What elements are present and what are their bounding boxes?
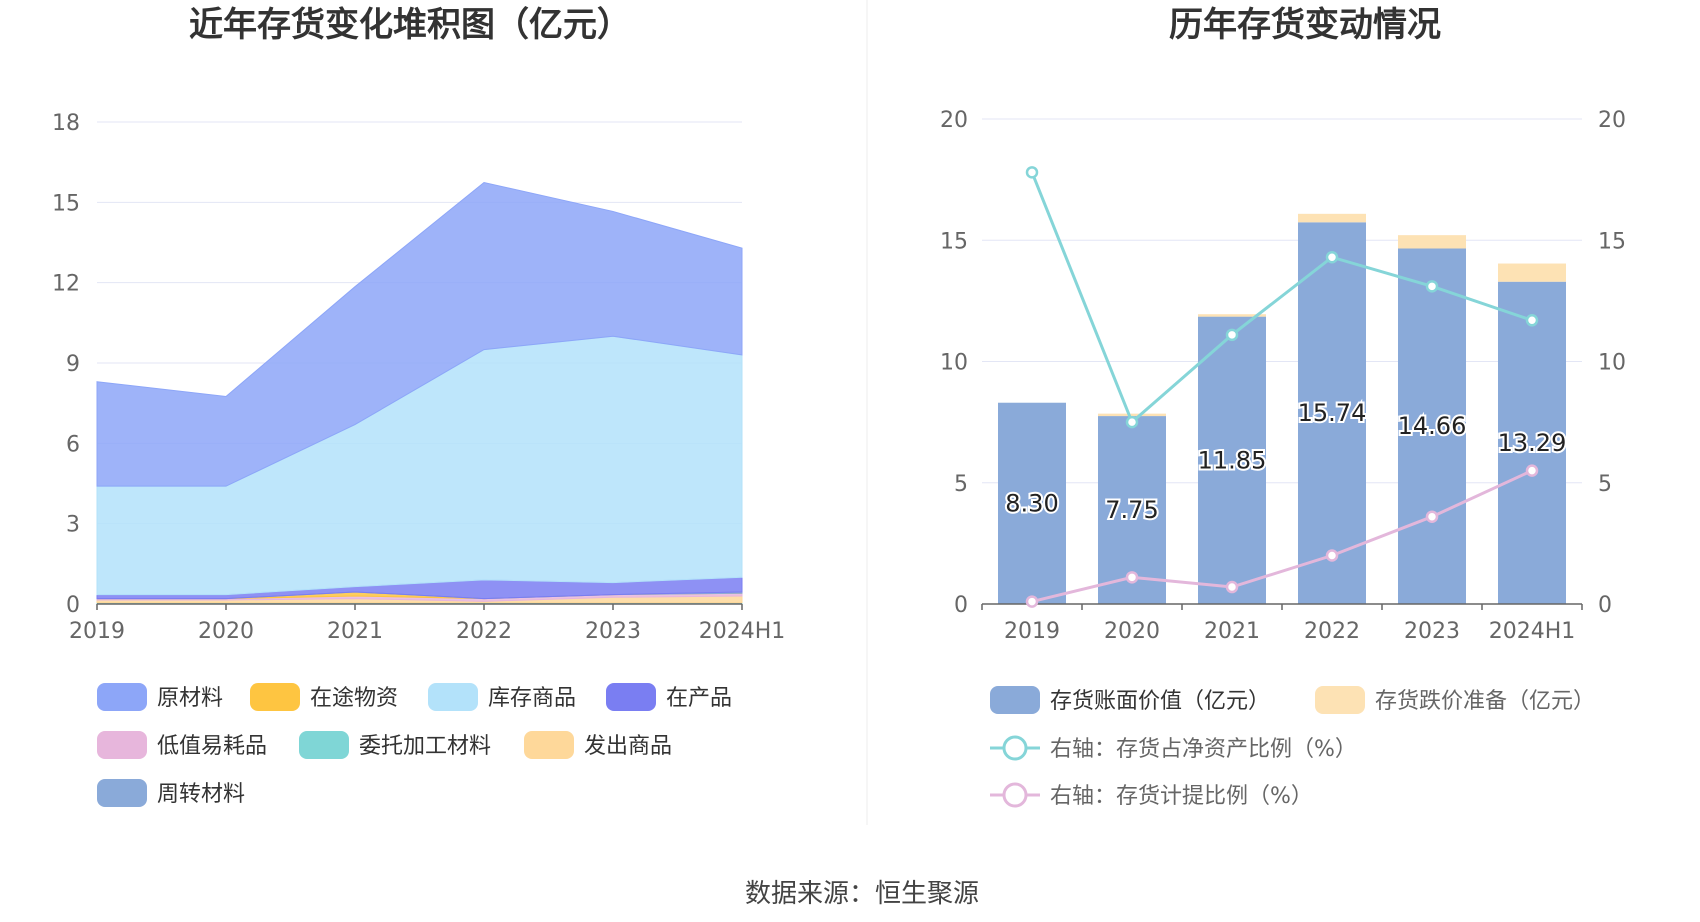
legend-label-wip: 在产品	[666, 686, 732, 711]
legend-swatch-goods_shipped	[524, 731, 574, 759]
line-point-line_provision	[1025, 595, 1039, 608]
legend-swatch-finished_goods	[428, 683, 478, 711]
bar-value-label: 14.66	[1398, 412, 1467, 440]
legend-swatch-low_value	[97, 731, 147, 759]
x-tick-label: 2019	[69, 619, 125, 644]
x-tick-label: 2020	[1104, 619, 1160, 644]
legend-label-low_value: 低值易耗品	[157, 734, 267, 759]
y-tick-label: 0	[66, 593, 80, 618]
bar-book-value	[1298, 222, 1366, 604]
x-tick-label: 2023	[585, 619, 641, 644]
y-tick-label: 15	[940, 229, 968, 254]
right-bar-line-chart: 0 5 10 15 20 0 5 10 15 20 2019 2020 2021 2022 2023 2024…	[940, 108, 1626, 644]
legend-marker-line_provision	[1002, 782, 1028, 808]
y-tick-label: 0	[954, 593, 968, 618]
line-point-line_net_assets	[1025, 166, 1039, 179]
y-tick-label: 9	[66, 352, 80, 377]
right-legend: 存货账面价值（亿元） 存货跌价准备（亿元） 右轴：存货占净资产比例（%） 右轴：存货计…	[990, 686, 1595, 809]
y-tick-label: 12	[52, 272, 80, 297]
legend-label-bar-reserve: 存货跌价准备（亿元）	[1375, 689, 1595, 714]
line-point-line_net_assets	[1225, 328, 1239, 342]
legend-swatch-in_transit	[250, 683, 300, 711]
legend-label-line_provision: 右轴：存货计提比例（%）	[1050, 784, 1313, 809]
line-point-line_net_assets	[1425, 280, 1439, 293]
area-series-raw_materials	[96, 181, 743, 487]
y-tick-label: 3	[66, 513, 80, 538]
legend-swatch-turnover	[97, 779, 147, 807]
y-tick-label: 6	[66, 432, 80, 457]
bar-book-value	[1498, 281, 1566, 604]
y2-tick-label: 5	[1598, 472, 1612, 497]
line-point-line_provision	[1225, 580, 1239, 594]
bar-value-label: 7.75	[1105, 496, 1158, 524]
line-point-line_provision	[1125, 571, 1139, 584]
right-chart-title: 历年存货变动情况	[1169, 5, 1441, 45]
line-point-line_provision	[1525, 464, 1539, 477]
y2-tick-label: 15	[1598, 229, 1626, 254]
line-series-line_provision	[1031, 469, 1533, 604]
bar-reserve	[1298, 213, 1366, 223]
legend-marker-line_net_assets	[1002, 735, 1028, 761]
y-tick-label: 15	[52, 191, 80, 216]
y-tick-label: 10	[940, 351, 968, 376]
bar-reserve	[1498, 263, 1566, 282]
bar-reserve	[1198, 314, 1266, 317]
data-source-text: 数据来源：恒生聚源	[745, 879, 979, 909]
bar-value-label: 13.29	[1498, 429, 1567, 457]
x-tick-label: 2019	[1004, 619, 1060, 644]
legend-label-outsourced: 委托加工材料	[359, 734, 491, 759]
y-tick-label: 18	[52, 111, 80, 136]
left-chart-title: 近年存货变化堆积图（亿元）	[189, 5, 631, 45]
bar-value-label: 15.74	[1298, 399, 1367, 427]
bar-book-value	[998, 402, 1066, 604]
legend-swatch-raw_materials	[97, 683, 147, 711]
legend-swatch-bar-reserve	[1315, 686, 1365, 714]
y2-tick-label: 20	[1598, 108, 1626, 133]
x-tick-label: 2023	[1404, 619, 1460, 644]
bar-book-value	[1398, 248, 1466, 604]
legend-label-goods_shipped: 发出商品	[584, 734, 672, 759]
x-tick-label: 2020	[198, 619, 254, 644]
legend-label-finished_goods: 库存商品	[488, 686, 576, 711]
line-series-line_net_assets	[1030, 171, 1533, 425]
left-area-chart: 0 3 6 9 12 15 18 2019 2020 2021 2022 2023 2024H1	[52, 111, 785, 644]
x-tick-label: 2021	[327, 619, 383, 644]
line-point-line_net_assets	[1125, 415, 1139, 429]
legend-label-bar-book: 存货账面价值（亿元）	[1050, 689, 1270, 714]
line-point-line_net_assets	[1325, 250, 1339, 264]
line-point-line_provision	[1425, 510, 1439, 523]
bar-reserve	[1398, 235, 1466, 249]
y-tick-label: 20	[940, 108, 968, 133]
x-tick-label: 2022	[1304, 619, 1360, 644]
bar-value-label: 11.85	[1198, 446, 1267, 474]
bar-book-value	[1198, 316, 1266, 604]
legend-label-raw_materials: 原材料	[157, 686, 223, 711]
x-tick-label: 2021	[1204, 619, 1260, 644]
legend-label-line_net_assets: 右轴：存货占净资产比例（%）	[1050, 737, 1357, 762]
bar-value-label: 8.30	[1005, 489, 1058, 517]
bar-reserve	[1098, 413, 1166, 417]
x-tick-label: 2024H1	[699, 619, 786, 644]
legend-swatch-bar-book	[990, 686, 1040, 714]
legend-label-turnover: 周转材料	[157, 782, 245, 807]
legend-swatch-wip	[606, 683, 656, 711]
y2-tick-label: 0	[1598, 593, 1612, 618]
y2-tick-label: 10	[1598, 351, 1626, 376]
line-point-line_net_assets	[1525, 314, 1539, 327]
x-tick-label: 2022	[456, 619, 512, 644]
legend-label-in_transit: 在途物资	[310, 686, 398, 711]
legend-swatch-outsourced	[299, 731, 349, 759]
y-tick-label: 5	[954, 472, 968, 497]
line-point-line_provision	[1325, 549, 1339, 562]
x-tick-label: 2024H1	[1489, 619, 1576, 644]
